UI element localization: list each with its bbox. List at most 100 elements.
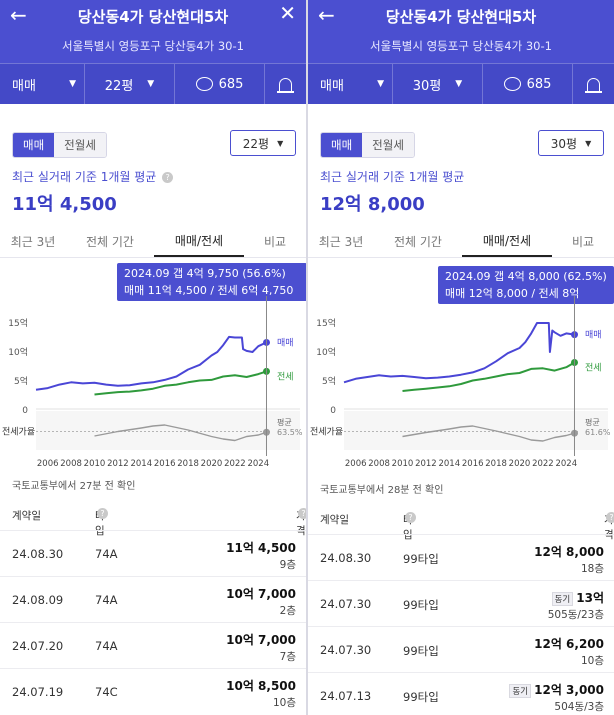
row-type: 99타입 [403, 552, 439, 566]
x-tick-label: 2010 [392, 459, 414, 469]
tooltip-gap: 2024.09 갭 4억 8,000 (62.5%) [445, 270, 607, 283]
tab-recent-3y[interactable]: 최근 3년 [318, 235, 364, 249]
ratio-band [344, 411, 608, 450]
speech-bubble-icon [195, 77, 213, 91]
x-tick-label: 2024 [555, 459, 577, 469]
col-date: 계약일 [320, 514, 349, 526]
y-tick-label: 15억 [8, 317, 28, 329]
y-tick-label: 0 [330, 406, 336, 416]
x-tick-label: 2016 [154, 459, 176, 469]
average-label-text: 최근 실거래 기준 1개월 평균 [12, 170, 157, 184]
comment-count: 685 [526, 76, 552, 92]
row-type: 99타입 [403, 598, 439, 612]
y-tick-label: 10억 [316, 346, 336, 358]
table-row[interactable]: 24.07.30 99타입 동기 13억 505동/23층 [308, 580, 614, 626]
x-tick-label: 2006 [345, 459, 367, 469]
table-row[interactable]: 24.08.09 74A 10억 7,000 2층 [0, 576, 306, 622]
row-date: 24.07.30 [320, 597, 372, 611]
trade-type-select[interactable]: 매매 ▼ [0, 64, 85, 104]
header: ← 당산동4가 당산현대5차 서울특별시 영등포구 당산동4가 30-1 매매 ▼… [308, 0, 614, 104]
size-dropdown[interactable]: 30평 ▼ [393, 64, 483, 104]
right-panel: ← 당산동4가 당산현대5차 서울특별시 영등포구 당산동4가 30-1 매매 ▼… [308, 0, 614, 715]
tab-compare[interactable]: 비교 [571, 235, 595, 249]
y-tick-label: 0 [22, 406, 28, 416]
notification-button[interactable] [265, 64, 306, 104]
table-row[interactable]: 24.08.30 99타입 12억 8,000 18층 [308, 534, 614, 580]
series-line-1 [94, 370, 267, 396]
tab-sale-jeonse[interactable]: 매매/전세 [462, 226, 552, 257]
arrow-left-icon[interactable]: ← [10, 3, 27, 27]
size-select[interactable]: 30평 ▼ [538, 130, 604, 156]
table-row[interactable]: 24.07.13 99타입 동기 12억 3,000 504동/3층 [308, 672, 614, 715]
average-label: 최근 실거래 기준 1개월 평균 [320, 168, 464, 185]
toggle-rent[interactable]: 전월세 [54, 133, 106, 157]
period-tabs: 최근 3년 전체 기간 매매/전세 비교 [308, 226, 614, 258]
row-date: 24.08.30 [320, 551, 372, 565]
x-tick-label: 2022 [224, 459, 246, 469]
help-icon[interactable]: ? [97, 508, 108, 519]
row-price: 12억 6,200 [534, 635, 604, 652]
x-tick-label: 2014 [130, 459, 152, 469]
toggle-rent[interactable]: 전월세 [362, 133, 414, 157]
size-select[interactable]: 22평 ▼ [230, 130, 296, 156]
comment-count: 685 [218, 76, 244, 92]
x-tick-label: 2016 [462, 459, 484, 469]
filter-bar: 매매 ▼ 30평 ▼ 685 [308, 63, 614, 104]
x-tick-label: 2012 [107, 459, 129, 469]
row-floor: 7층 [279, 651, 296, 663]
table-row[interactable]: 24.07.19 74C 10억 8,500 10층 [0, 668, 306, 714]
table-row[interactable]: 24.07.20 74A 10억 7,000 7층 [0, 622, 306, 668]
row-floor: 18층 [580, 563, 604, 575]
row-price-value: 11억 4,500 [226, 541, 296, 555]
row-type: 74C [95, 685, 118, 699]
comments-button[interactable]: 685 [483, 64, 573, 104]
toggle-sale[interactable]: 매매 [13, 133, 55, 157]
panel-divider [306, 0, 308, 715]
help-icon[interactable]: ? [298, 508, 306, 519]
notification-button[interactable] [573, 64, 614, 104]
table-header: 계약일 타입 ? 가격 ? [0, 508, 306, 537]
header: ← 당산동4가 당산현대5차 ✕ 서울특별시 영등포구 당산동4가 30-1 매… [0, 0, 306, 104]
row-date: 24.07.13 [320, 689, 372, 703]
tab-sale-jeonse[interactable]: 매매/전세 [154, 226, 244, 257]
legend-jeonse: 전세 [277, 371, 294, 382]
row-date: 24.08.30 [12, 547, 64, 561]
legend-sale: 매매 [585, 330, 602, 341]
tab-recent-3y[interactable]: 최근 3년 [10, 235, 56, 249]
toggle-sale[interactable]: 매매 [321, 133, 363, 157]
y-tick-label: 5억 [14, 375, 28, 387]
table-row[interactable]: 24.08.30 74A 11억 4,500 9층 [0, 530, 306, 576]
chart-tooltip: 2024.09 갭 4억 9,750 (56.6%) 매매 11억 4,500 … [117, 263, 306, 301]
y-tick-label: 15억 [316, 317, 336, 329]
caret-down-icon: ▼ [585, 138, 592, 148]
table-row[interactable]: 24.07.30 99타입 12억 6,200 10층 [308, 626, 614, 672]
size-dropdown[interactable]: 22평 ▼ [85, 64, 175, 104]
average-label-text: 최근 실거래 기준 1개월 평균 [320, 170, 465, 184]
filter-bar: 매매 ▼ 22평 ▼ 685 [0, 63, 306, 104]
x-tick-label: 2020 [509, 459, 531, 469]
arrow-left-icon[interactable]: ← [318, 3, 335, 27]
comments-button[interactable]: 685 [175, 64, 265, 104]
tab-compare[interactable]: 비교 [263, 235, 287, 249]
series-line-2 [402, 425, 575, 442]
tab-all-period[interactable]: 전체 기간 [394, 235, 442, 249]
x-tick-label: 2024 [247, 459, 269, 469]
close-x-icon[interactable]: ✕ [279, 1, 296, 25]
row-type: 99타입 [403, 690, 439, 704]
size-select-label: 30평 [550, 136, 578, 151]
trade-type-select[interactable]: 매매 ▼ [308, 64, 393, 104]
address: 서울특별시 영등포구 당산동4가 30-1 [62, 39, 244, 53]
address: 서울특별시 영등포구 당산동4가 30-1 [370, 39, 552, 53]
row-price: 10억 7,000 [226, 631, 296, 648]
help-icon[interactable]: ? [405, 512, 416, 523]
row-price: 동기 12억 3,000 [509, 681, 604, 698]
x-tick-label: 2018 [177, 459, 199, 469]
tab-all-period[interactable]: 전체 기간 [86, 235, 134, 249]
series-line-2 [94, 424, 267, 442]
size-label: 30평 [412, 78, 442, 94]
row-price-value: 10억 7,000 [226, 587, 296, 601]
help-icon[interactable]: ? [606, 512, 614, 523]
help-icon[interactable]: ? [162, 172, 174, 183]
